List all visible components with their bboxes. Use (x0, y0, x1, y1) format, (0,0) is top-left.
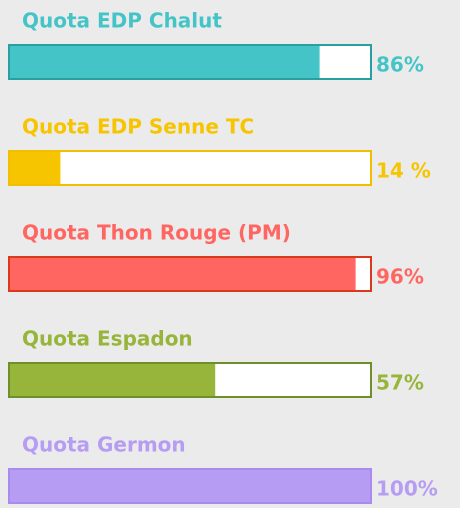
quota-label: Quota Germon (22, 433, 186, 457)
value-label: 57% (376, 371, 424, 395)
bar-fill (10, 470, 370, 502)
bar-fill (10, 364, 216, 396)
value-label: 96% (376, 265, 424, 289)
quota-label: Quota Thon Rouge (PM) (22, 221, 291, 245)
value-label: 100% (376, 477, 438, 501)
bar-fill (10, 46, 320, 78)
bar-track (8, 150, 372, 186)
quota-label: Quota Espadon (22, 327, 193, 351)
value-label: 86% (376, 53, 424, 77)
quota-label: Quota EDP Chalut (22, 9, 222, 33)
value-label: 14 % (376, 159, 431, 183)
quota-label: Quota EDP Senne TC (22, 115, 254, 139)
bar-fill (10, 152, 61, 184)
bar-fill (10, 258, 356, 290)
